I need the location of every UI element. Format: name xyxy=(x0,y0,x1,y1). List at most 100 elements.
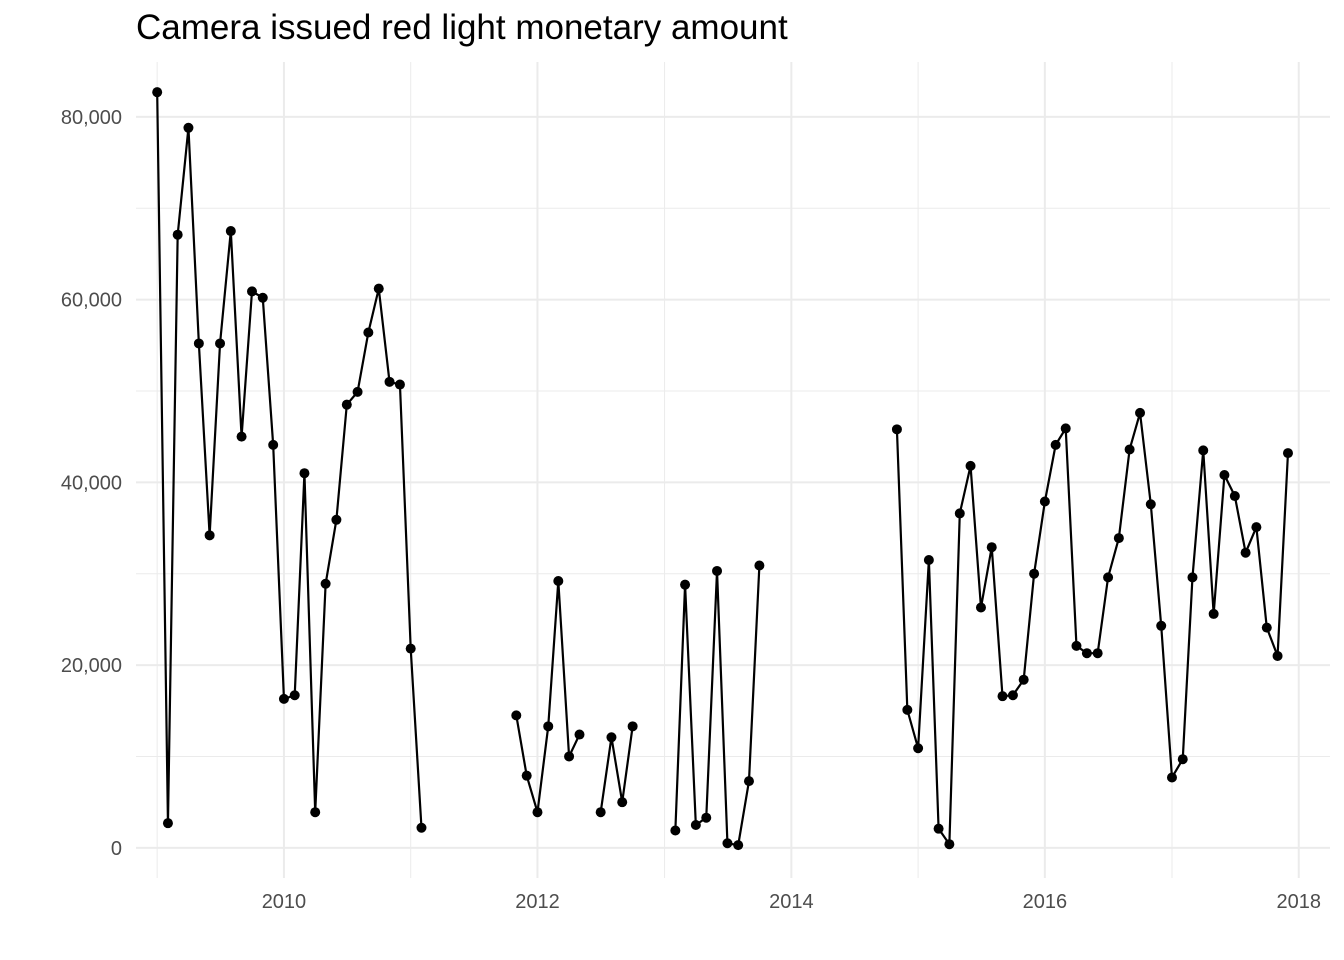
data-point xyxy=(553,576,564,587)
data-point xyxy=(1071,640,1082,651)
data-point xyxy=(341,399,352,410)
data-point xyxy=(320,578,331,589)
data-point xyxy=(1261,622,1272,633)
data-point xyxy=(754,560,765,571)
data-point xyxy=(627,721,638,732)
data-point xyxy=(933,823,944,834)
data-point xyxy=(913,743,924,754)
data-point xyxy=(278,693,289,704)
data-point xyxy=(1092,648,1103,659)
data-point xyxy=(1113,533,1124,544)
data-point xyxy=(975,602,986,613)
data-point xyxy=(521,770,532,781)
data-point xyxy=(204,530,215,541)
data-point xyxy=(1219,470,1230,481)
data-point xyxy=(1251,522,1262,533)
data-point xyxy=(384,376,395,387)
data-point xyxy=(162,818,173,829)
data-point xyxy=(289,690,300,701)
data-point xyxy=(1081,648,1092,659)
data-point xyxy=(532,807,543,818)
data-point xyxy=(1124,444,1135,455)
data-point xyxy=(712,565,723,576)
data-point xyxy=(595,807,606,818)
data-point xyxy=(183,122,194,133)
series-line-segment xyxy=(156,92,423,828)
data-point xyxy=(416,822,427,833)
y-tick-label: 80,000 xyxy=(61,107,122,129)
y-tick-label: 40,000 xyxy=(61,472,122,494)
data-point xyxy=(1007,690,1018,701)
data-point xyxy=(257,292,268,303)
data-point xyxy=(690,820,701,831)
data-point xyxy=(1198,445,1209,456)
x-tick-label: 2010 xyxy=(262,891,307,913)
data-point xyxy=(564,751,575,762)
data-point xyxy=(152,87,163,98)
x-tick-label: 2016 xyxy=(1023,891,1068,913)
data-point xyxy=(1272,650,1283,661)
y-tick-label: 0 xyxy=(111,838,122,860)
data-point xyxy=(680,579,691,590)
data-point xyxy=(1282,448,1293,459)
data-point xyxy=(310,807,321,818)
series-points xyxy=(152,87,1293,851)
data-point xyxy=(511,710,522,721)
data-point xyxy=(701,812,712,823)
data-point xyxy=(733,840,744,851)
data-point xyxy=(215,338,226,349)
data-point xyxy=(1177,754,1188,765)
data-point xyxy=(606,732,617,743)
minor-gridlines xyxy=(136,62,1330,878)
data-point xyxy=(1050,439,1061,450)
data-point xyxy=(944,839,955,850)
data-point xyxy=(1187,572,1198,583)
data-point xyxy=(246,286,257,297)
series-lines xyxy=(156,92,1290,847)
x-tick-label: 2012 xyxy=(515,891,560,913)
major-gridlines xyxy=(136,62,1330,878)
data-point xyxy=(373,283,384,294)
x-tick-label: 2018 xyxy=(1276,891,1321,913)
data-point xyxy=(236,431,247,442)
data-point xyxy=(986,542,997,553)
data-point xyxy=(193,338,204,349)
data-point xyxy=(1018,674,1029,685)
data-point xyxy=(1060,423,1071,434)
data-point xyxy=(1240,547,1251,558)
x-axis-tick-labels: 2010 2012 2014 2016 2018 xyxy=(262,891,1321,913)
data-point xyxy=(1166,772,1177,783)
data-point xyxy=(1229,491,1240,502)
y-tick-label: 60,000 xyxy=(61,290,122,312)
data-point xyxy=(172,229,183,240)
data-point xyxy=(1135,407,1146,418)
data-point xyxy=(405,643,416,654)
data-point xyxy=(954,508,965,519)
data-point xyxy=(891,424,902,435)
data-point xyxy=(1029,568,1040,579)
data-point xyxy=(923,555,934,566)
data-point xyxy=(743,776,754,787)
data-point xyxy=(1103,572,1114,583)
data-point xyxy=(574,729,585,740)
y-axis-tick-labels: 0 20,000 40,000 60,000 80,000 xyxy=(61,107,122,860)
data-point xyxy=(722,838,733,849)
data-point xyxy=(997,691,1008,702)
series-line-segment xyxy=(895,411,1290,846)
data-point xyxy=(1156,620,1167,631)
data-point xyxy=(1039,496,1050,507)
series-line-segment xyxy=(674,565,761,847)
data-point xyxy=(902,704,913,715)
data-point xyxy=(225,226,236,237)
data-point xyxy=(965,460,976,471)
data-point xyxy=(543,721,554,732)
data-point xyxy=(352,386,363,397)
data-point xyxy=(394,379,405,390)
data-point xyxy=(1208,608,1219,619)
y-tick-label: 20,000 xyxy=(61,655,122,677)
data-point xyxy=(363,327,374,338)
data-point xyxy=(331,514,342,525)
series-line-segment xyxy=(599,726,634,813)
